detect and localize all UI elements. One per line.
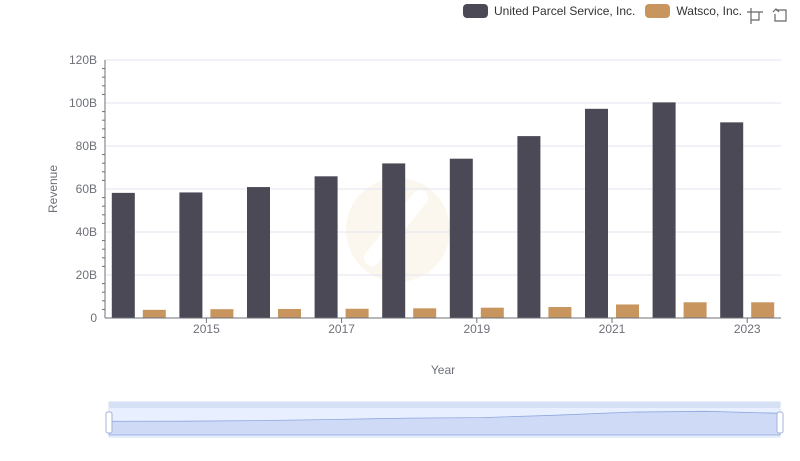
- x-tick-label: 2015: [193, 322, 220, 336]
- y-axis-title: Revenue: [46, 165, 60, 213]
- bar-ups-2023[interactable]: [720, 122, 744, 318]
- bar-ups-2019[interactable]: [449, 158, 473, 318]
- bar-watsco-2023[interactable]: [751, 302, 775, 318]
- bar-watsco-2019[interactable]: [480, 307, 504, 318]
- zoom-select-icon[interactable]: [746, 7, 764, 25]
- legend-label-ups: United Parcel Service, Inc.: [494, 4, 636, 18]
- bar-ups-2020[interactable]: [517, 136, 541, 318]
- y-tick-label: 100B: [69, 96, 97, 110]
- y-tick-label: 60B: [76, 182, 97, 196]
- bar-ups-2022[interactable]: [652, 102, 676, 318]
- data-zoom-move-bar[interactable]: [109, 402, 780, 408]
- data-zoom-handle-right[interactable]: [776, 411, 784, 434]
- y-tick-label: 20B: [76, 268, 97, 282]
- data-zoom-slider[interactable]: [105, 401, 784, 438]
- legend-item-ups[interactable]: United Parcel Service, Inc.: [463, 4, 635, 18]
- bar-ups-2015[interactable]: [179, 192, 203, 318]
- x-tick-label: 2021: [599, 322, 626, 336]
- bar-watsco-2017[interactable]: [345, 308, 369, 318]
- toolbox: [746, 7, 798, 25]
- legend-swatch-ups: [463, 4, 488, 18]
- bar-watsco-2018[interactable]: [413, 308, 437, 318]
- bar-watsco-2020[interactable]: [548, 307, 572, 318]
- bar-watsco-2021[interactable]: [616, 304, 639, 318]
- bar-watsco-2016[interactable]: [278, 308, 301, 318]
- y-tick-label: 40B: [76, 225, 97, 239]
- x-tick-label: 2017: [328, 322, 355, 336]
- x-axis-title: Year: [431, 363, 455, 377]
- y-tick-label: 80B: [76, 139, 97, 153]
- legend-swatch-watsco: [645, 4, 671, 18]
- bar-ups-2017[interactable]: [314, 176, 338, 318]
- bar-watsco-2022[interactable]: [683, 302, 707, 318]
- bar-ups-2021[interactable]: [585, 108, 608, 319]
- x-tick-label: 2023: [734, 322, 761, 336]
- bar-ups-2014[interactable]: [111, 192, 135, 318]
- data-zoom-handle-left[interactable]: [105, 411, 113, 434]
- bar-ups-2016[interactable]: [247, 187, 270, 318]
- bar-ups-2018[interactable]: [382, 163, 406, 318]
- bar-watsco-2015[interactable]: [210, 309, 234, 318]
- y-tick-label: 120B: [69, 53, 97, 67]
- bar-watsco-2014[interactable]: [142, 309, 166, 318]
- legend-label-watsco: Watsco, Inc.: [676, 4, 742, 18]
- y-tick-label: 0: [90, 311, 97, 325]
- x-tick-label: 2019: [463, 322, 490, 336]
- restore-icon[interactable]: [772, 7, 790, 25]
- legend-item-watsco[interactable]: Watsco, Inc.: [645, 4, 742, 18]
- legend: United Parcel Service, Inc. Watsco, Inc.: [463, 4, 752, 18]
